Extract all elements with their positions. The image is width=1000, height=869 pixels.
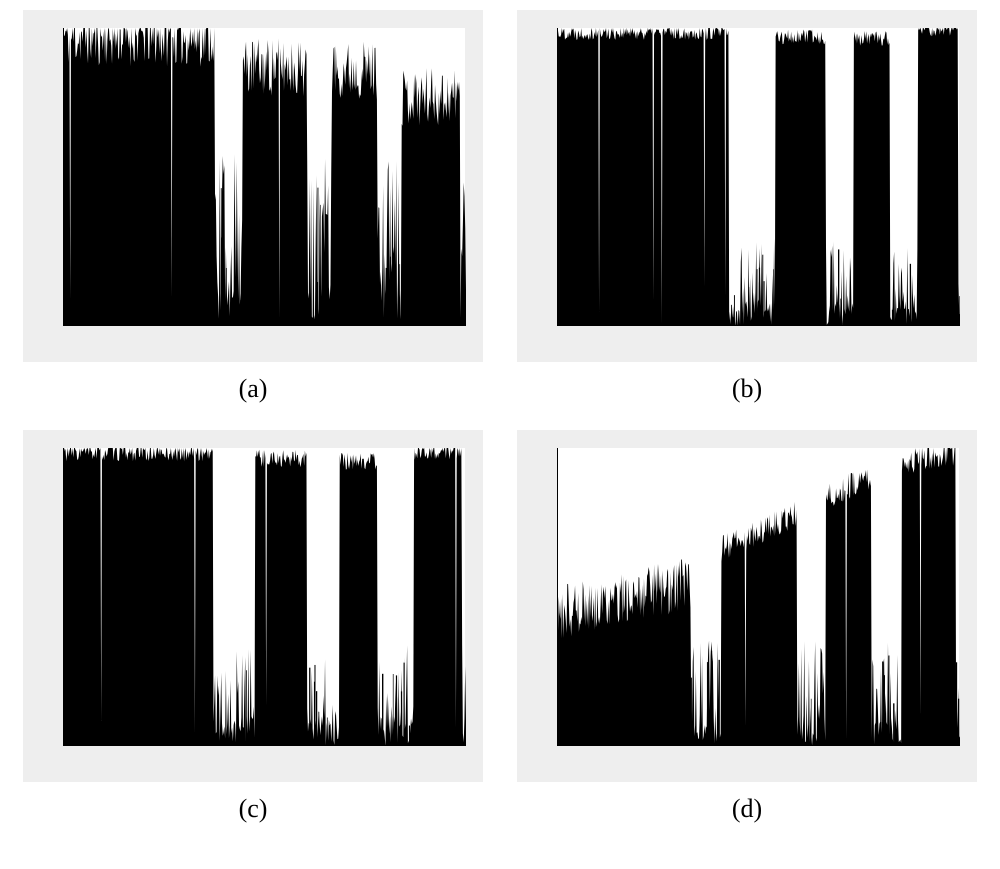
figure-page: (a) (b) (c) (d) <box>0 10 1000 869</box>
caption-b: (b) <box>732 374 762 408</box>
plot-area-d <box>557 448 959 746</box>
panel-b <box>517 10 977 362</box>
caption-c: (c) <box>239 794 268 828</box>
cell-a: (a) <box>23 10 483 408</box>
row-1: (a) (b) <box>0 10 1000 408</box>
panel-d <box>517 430 977 782</box>
cell-c: (c) <box>23 430 483 828</box>
signal-plot-a <box>64 28 466 326</box>
caption-d: (d) <box>732 794 762 828</box>
plot-area-c <box>63 448 465 746</box>
cell-d: (d) <box>517 430 977 828</box>
signal-plot-b <box>558 28 960 326</box>
panel-a <box>23 10 483 362</box>
cell-b: (b) <box>517 10 977 408</box>
panel-c <box>23 430 483 782</box>
signal-fill-a <box>64 28 466 326</box>
signal-plot-c <box>64 448 466 746</box>
plot-area-a <box>63 28 465 326</box>
caption-a: (a) <box>239 374 268 408</box>
plot-area-b <box>557 28 959 326</box>
signal-fill-c <box>64 448 466 746</box>
row-2: (c) (d) <box>0 430 1000 828</box>
signal-plot-d <box>558 448 960 746</box>
